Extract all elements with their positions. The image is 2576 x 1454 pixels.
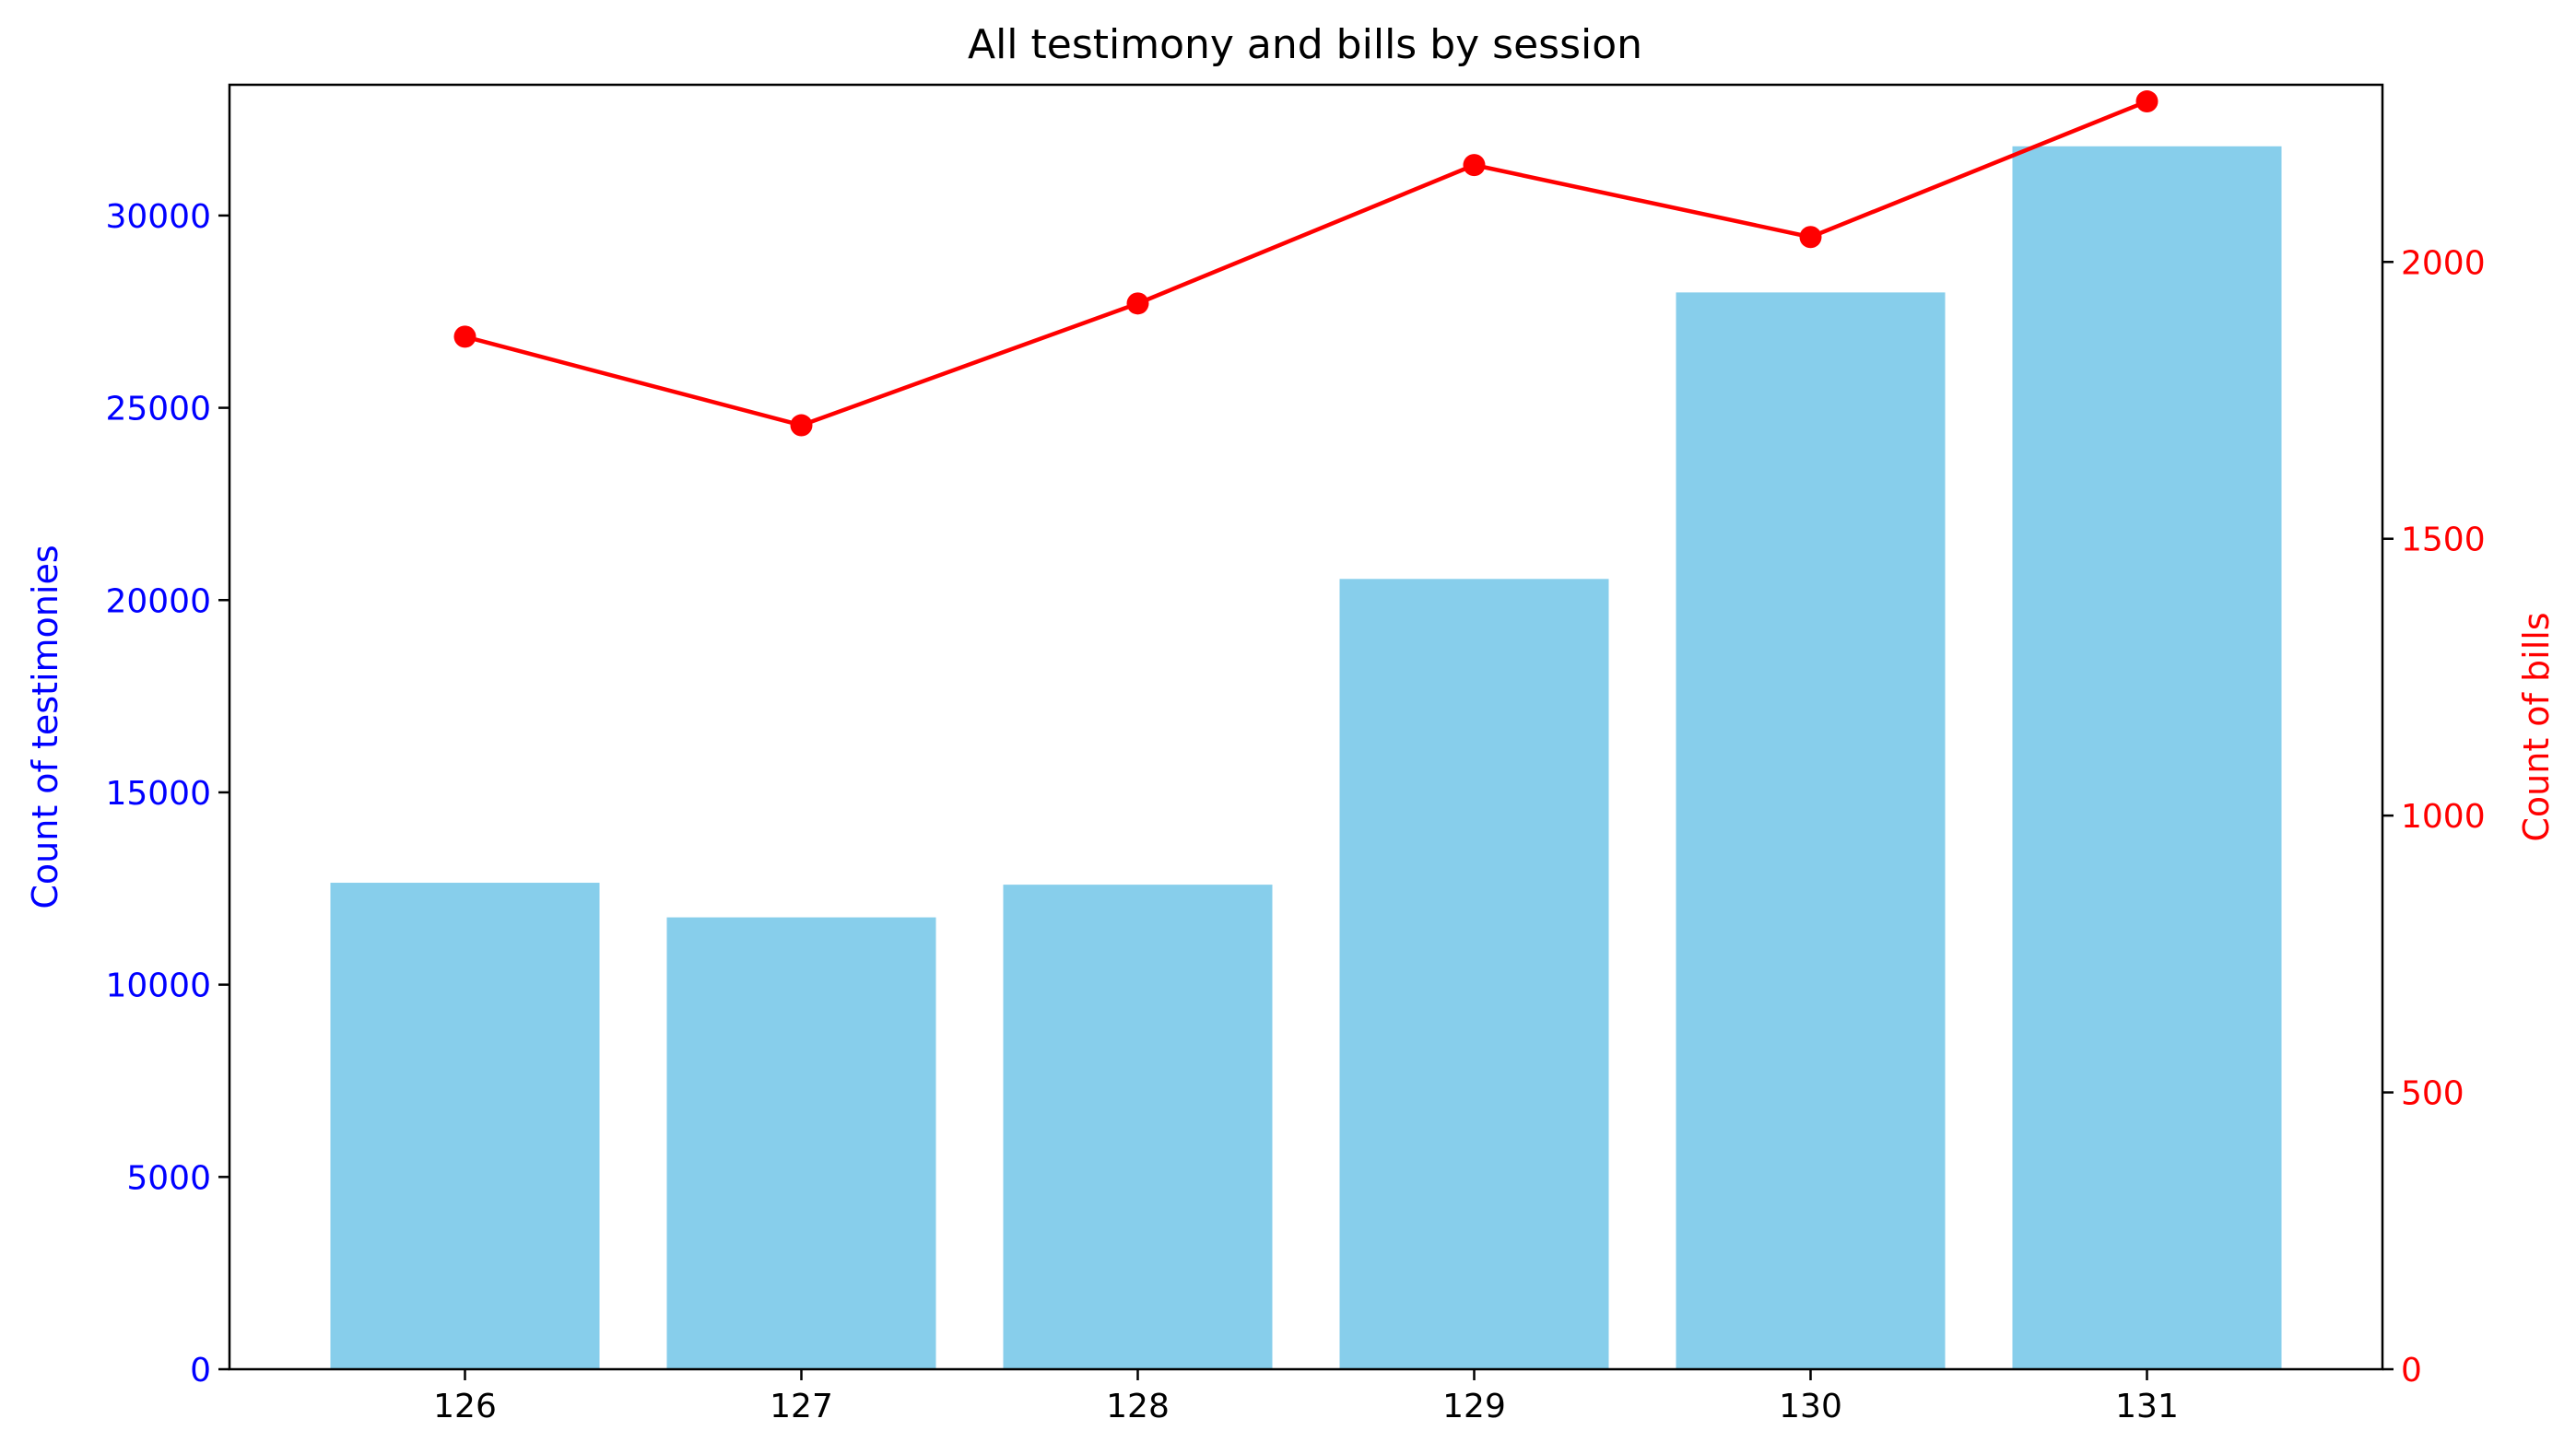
bills-point-128 [1126,292,1149,315]
x-tick-label: 129 [1442,1388,1506,1425]
bar-129 [1339,579,1609,1369]
left-y-tick-label: 0 [190,1352,211,1390]
right-y-tick-label: 0 [2401,1352,2422,1390]
bills-point-127 [790,414,813,437]
bar-group [330,146,2282,1370]
bills-point-131 [2135,90,2158,113]
bar-131 [2012,146,2282,1369]
bar-130 [1676,292,1946,1370]
left-y-axis: 0 5000 10000 15000 20000 25000 30000 [105,198,229,1390]
bills-point-130 [1799,226,1822,249]
x-tick-label: 127 [770,1388,833,1425]
plot-frame [228,83,2384,1371]
right-y-tick-label: 500 [2401,1075,2464,1113]
left-y-tick-label: 20000 [105,582,211,620]
left-y-tick-label: 10000 [105,967,211,1005]
bills-line [464,99,2148,428]
x-tick-label: 130 [1779,1388,1842,1425]
left-y-tick-label: 25000 [105,391,211,428]
line-group [453,90,2158,437]
right-y-tick-label: 1000 [2401,798,2486,836]
right-y-axis: 0 500 1000 1500 2000 [2382,244,2486,1390]
right-y-axis-label: Count of bills [2516,612,2557,841]
bar-126 [330,883,600,1369]
right-y-tick-label: 1500 [2401,522,2486,559]
left-y-tick-label: 30000 [105,198,211,236]
x-tick-label: 128 [1106,1388,1170,1425]
bar-128 [1003,885,1273,1369]
left-y-tick-label: 15000 [105,775,211,813]
right-y-tick-label: 2000 [2401,244,2486,282]
left-y-axis-label: Count of testimonies [25,545,65,909]
left-y-tick-label: 5000 [126,1159,211,1197]
bills-point-126 [453,325,476,348]
bar-127 [666,917,936,1369]
chart-title: All testimony and bills by session [968,21,1642,68]
bills-point-129 [1463,154,1486,177]
x-tick-label: 131 [2115,1388,2179,1425]
x-tick-label: 126 [433,1388,497,1425]
x-axis: 126 127 128 129 130 131 [433,1369,2179,1425]
